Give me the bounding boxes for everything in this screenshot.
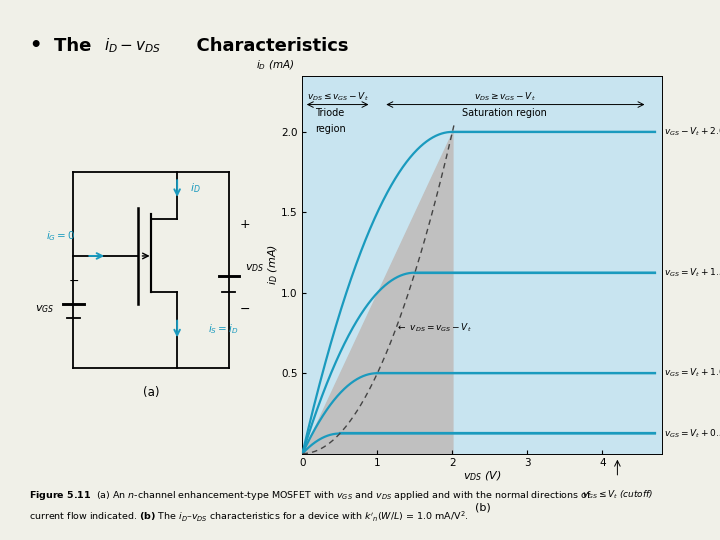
Text: $v_{DS}$: $v_{DS}$	[246, 262, 264, 274]
Text: Characteristics: Characteristics	[184, 37, 348, 55]
Text: $v_{GS} = V_t + 1.5$: $v_{GS} = V_t + 1.5$	[664, 266, 720, 279]
Text: •: •	[29, 36, 41, 56]
Text: (a): (a)	[143, 386, 159, 400]
Text: $i_G = 0$: $i_G = 0$	[46, 229, 75, 243]
Text: $i_D$: $i_D$	[190, 181, 201, 195]
Text: $-$: $-$	[68, 274, 79, 287]
Text: $i_D - v_{DS}$: $i_D - v_{DS}$	[104, 37, 162, 55]
Text: (b): (b)	[474, 503, 490, 513]
Text: $v_{GS}$: $v_{GS}$	[35, 303, 55, 314]
Text: $i_S = i_D$: $i_S = i_D$	[208, 322, 239, 336]
Text: current flow indicated. $\mathbf{(b)}$ The $i_D$–$v_{DS}$ characteristics for a : current flow indicated. $\mathbf{(b)}$ T…	[29, 510, 469, 524]
Text: $i_D$ (mA): $i_D$ (mA)	[256, 58, 294, 72]
Text: $-$: $-$	[239, 302, 250, 315]
Text: The: The	[54, 37, 104, 55]
Text: $v_{GS} = V_t + 0.5$: $v_{GS} = V_t + 0.5$	[664, 427, 720, 440]
Text: $v_{GS} - V_t + 2.0$: $v_{GS} - V_t + 2.0$	[664, 126, 720, 138]
Text: region: region	[315, 124, 346, 134]
Text: $v_{GS} \leq V_t$ (cutoff): $v_{GS} \leq V_t$ (cutoff)	[582, 489, 653, 502]
Text: $v_{DS} \geq v_{GS} - V_t$: $v_{DS} \geq v_{GS} - V_t$	[474, 90, 536, 103]
Text: Triode: Triode	[315, 108, 345, 118]
Text: $v_{DS} \leq v_{GS} - V_t$: $v_{DS} \leq v_{GS} - V_t$	[307, 90, 369, 103]
Text: $\mathbf{Figure\ 5.11}$  (a) An $n$-channel enhancement-type MOSFET with $v_{GS}: $\mathbf{Figure\ 5.11}$ (a) An $n$-chann…	[29, 489, 592, 502]
Y-axis label: $i_D$ (mA): $i_D$ (mA)	[266, 244, 279, 285]
Text: Saturation region: Saturation region	[462, 108, 547, 118]
Text: $\leftarrow$ $v_{DS} = v_{GS} - V_t$: $\leftarrow$ $v_{DS} = v_{GS} - V_t$	[396, 322, 472, 334]
X-axis label: $v_{DS}$ (V): $v_{DS}$ (V)	[463, 470, 502, 483]
Text: $v_{GS} = V_t + 1.0$: $v_{GS} = V_t + 1.0$	[664, 367, 720, 380]
Text: $+$: $+$	[239, 218, 250, 231]
